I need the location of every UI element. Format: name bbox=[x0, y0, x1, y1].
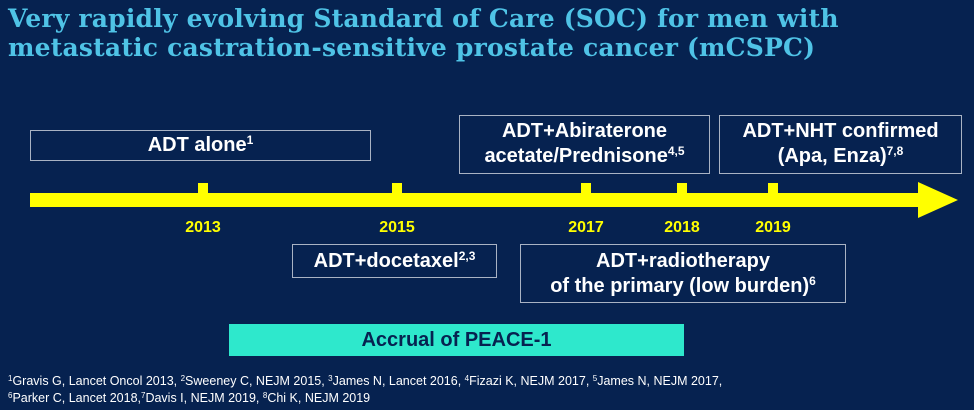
box-adt-abiraterone: ADT+Abiraterone acetate/Prednisone4,5 bbox=[459, 115, 710, 174]
year-label-2019: 2019 bbox=[755, 219, 791, 236]
ref-8-text: Chi K, NEJM 2019 bbox=[267, 391, 371, 405]
tick-2019 bbox=[768, 183, 778, 197]
ref-3-text: James N, Lancet 2016, bbox=[332, 374, 465, 388]
references: 1Gravis G, Lancet Oncol 2013, 2Sweeney C… bbox=[8, 373, 968, 407]
timeline-arrow-shaft bbox=[30, 193, 920, 207]
box-adt-radiotherapy-ref: 6 bbox=[809, 274, 816, 288]
box-adt-nht-line1: ADT+NHT confirmed bbox=[742, 120, 939, 142]
box-adt-alone-text: ADT alone bbox=[147, 134, 247, 156]
ref-7-text: Davis I, NEJM 2019, bbox=[145, 391, 263, 405]
box-adt-abiraterone-line1: ADT+Abiraterone bbox=[501, 120, 668, 142]
ref-5-text: James N, NEJM 2017, bbox=[597, 374, 723, 388]
slide-title: Very rapidly evolving Standard of Care (… bbox=[8, 4, 839, 62]
box-adt-docetaxel: ADT+docetaxel2,3 bbox=[292, 244, 497, 278]
box-adt-abiraterone-ref: 4,5 bbox=[667, 144, 685, 158]
tick-2013 bbox=[198, 183, 208, 197]
box-adt-nht: ADT+NHT confirmed (Apa, Enza)7,8 bbox=[719, 115, 962, 174]
references-line-1: 1Gravis G, Lancet Oncol 2013, 2Sweeney C… bbox=[8, 373, 968, 390]
ref-6-text: Parker C, Lancet 2018, bbox=[12, 391, 141, 405]
timeline-arrow-head bbox=[918, 182, 958, 218]
ref-6-number: 6 bbox=[8, 391, 13, 400]
box-adt-nht-line2: (Apa, Enza) bbox=[777, 145, 887, 167]
box-adt-radiotherapy-line2: of the primary (low burden) bbox=[550, 275, 810, 297]
year-label-2018: 2018 bbox=[664, 219, 700, 236]
tick-2018 bbox=[677, 183, 687, 197]
ref-1-number: 1 bbox=[8, 374, 13, 383]
year-label-2017: 2017 bbox=[568, 219, 604, 236]
year-label-2013: 2013 bbox=[185, 219, 221, 236]
ref-3-number: 3 bbox=[328, 374, 333, 383]
ref-8-number: 8 bbox=[262, 391, 268, 400]
peace-1-accrual-bar: Accrual of PEACE-1 bbox=[229, 324, 684, 356]
references-line-2: 6Parker C, Lancet 2018,7Davis I, NEJM 20… bbox=[8, 390, 968, 407]
ref-4-text: Fizazi K, NEJM 2017, bbox=[469, 374, 593, 388]
tick-2017 bbox=[581, 183, 591, 197]
tick-2015 bbox=[392, 183, 402, 197]
ref-1-text: Gravis G, Lancet Oncol 2013, bbox=[12, 374, 181, 388]
box-adt-radiotherapy-line1: ADT+radiotherapy bbox=[596, 250, 770, 272]
box-adt-docetaxel-text: ADT+docetaxel bbox=[313, 250, 459, 272]
box-adt-docetaxel-ref: 2,3 bbox=[458, 249, 476, 263]
ref-5-number: 5 bbox=[592, 374, 598, 383]
year-label-2015: 2015 bbox=[379, 219, 415, 236]
ref-4-number: 4 bbox=[464, 374, 470, 383]
box-adt-alone: ADT alone1 bbox=[30, 130, 371, 161]
ref-2-text: Sweeney C, NEJM 2015, bbox=[185, 374, 329, 388]
box-adt-nht-ref: 7,8 bbox=[886, 144, 904, 158]
box-adt-radiotherapy: ADT+radiotherapy of the primary (low bur… bbox=[520, 244, 846, 303]
box-adt-abiraterone-line2: acetate/Prednisone bbox=[484, 145, 668, 167]
ref-7-number: 7 bbox=[141, 391, 146, 400]
box-adt-alone-ref: 1 bbox=[246, 133, 254, 147]
ref-2-number: 2 bbox=[180, 374, 186, 383]
